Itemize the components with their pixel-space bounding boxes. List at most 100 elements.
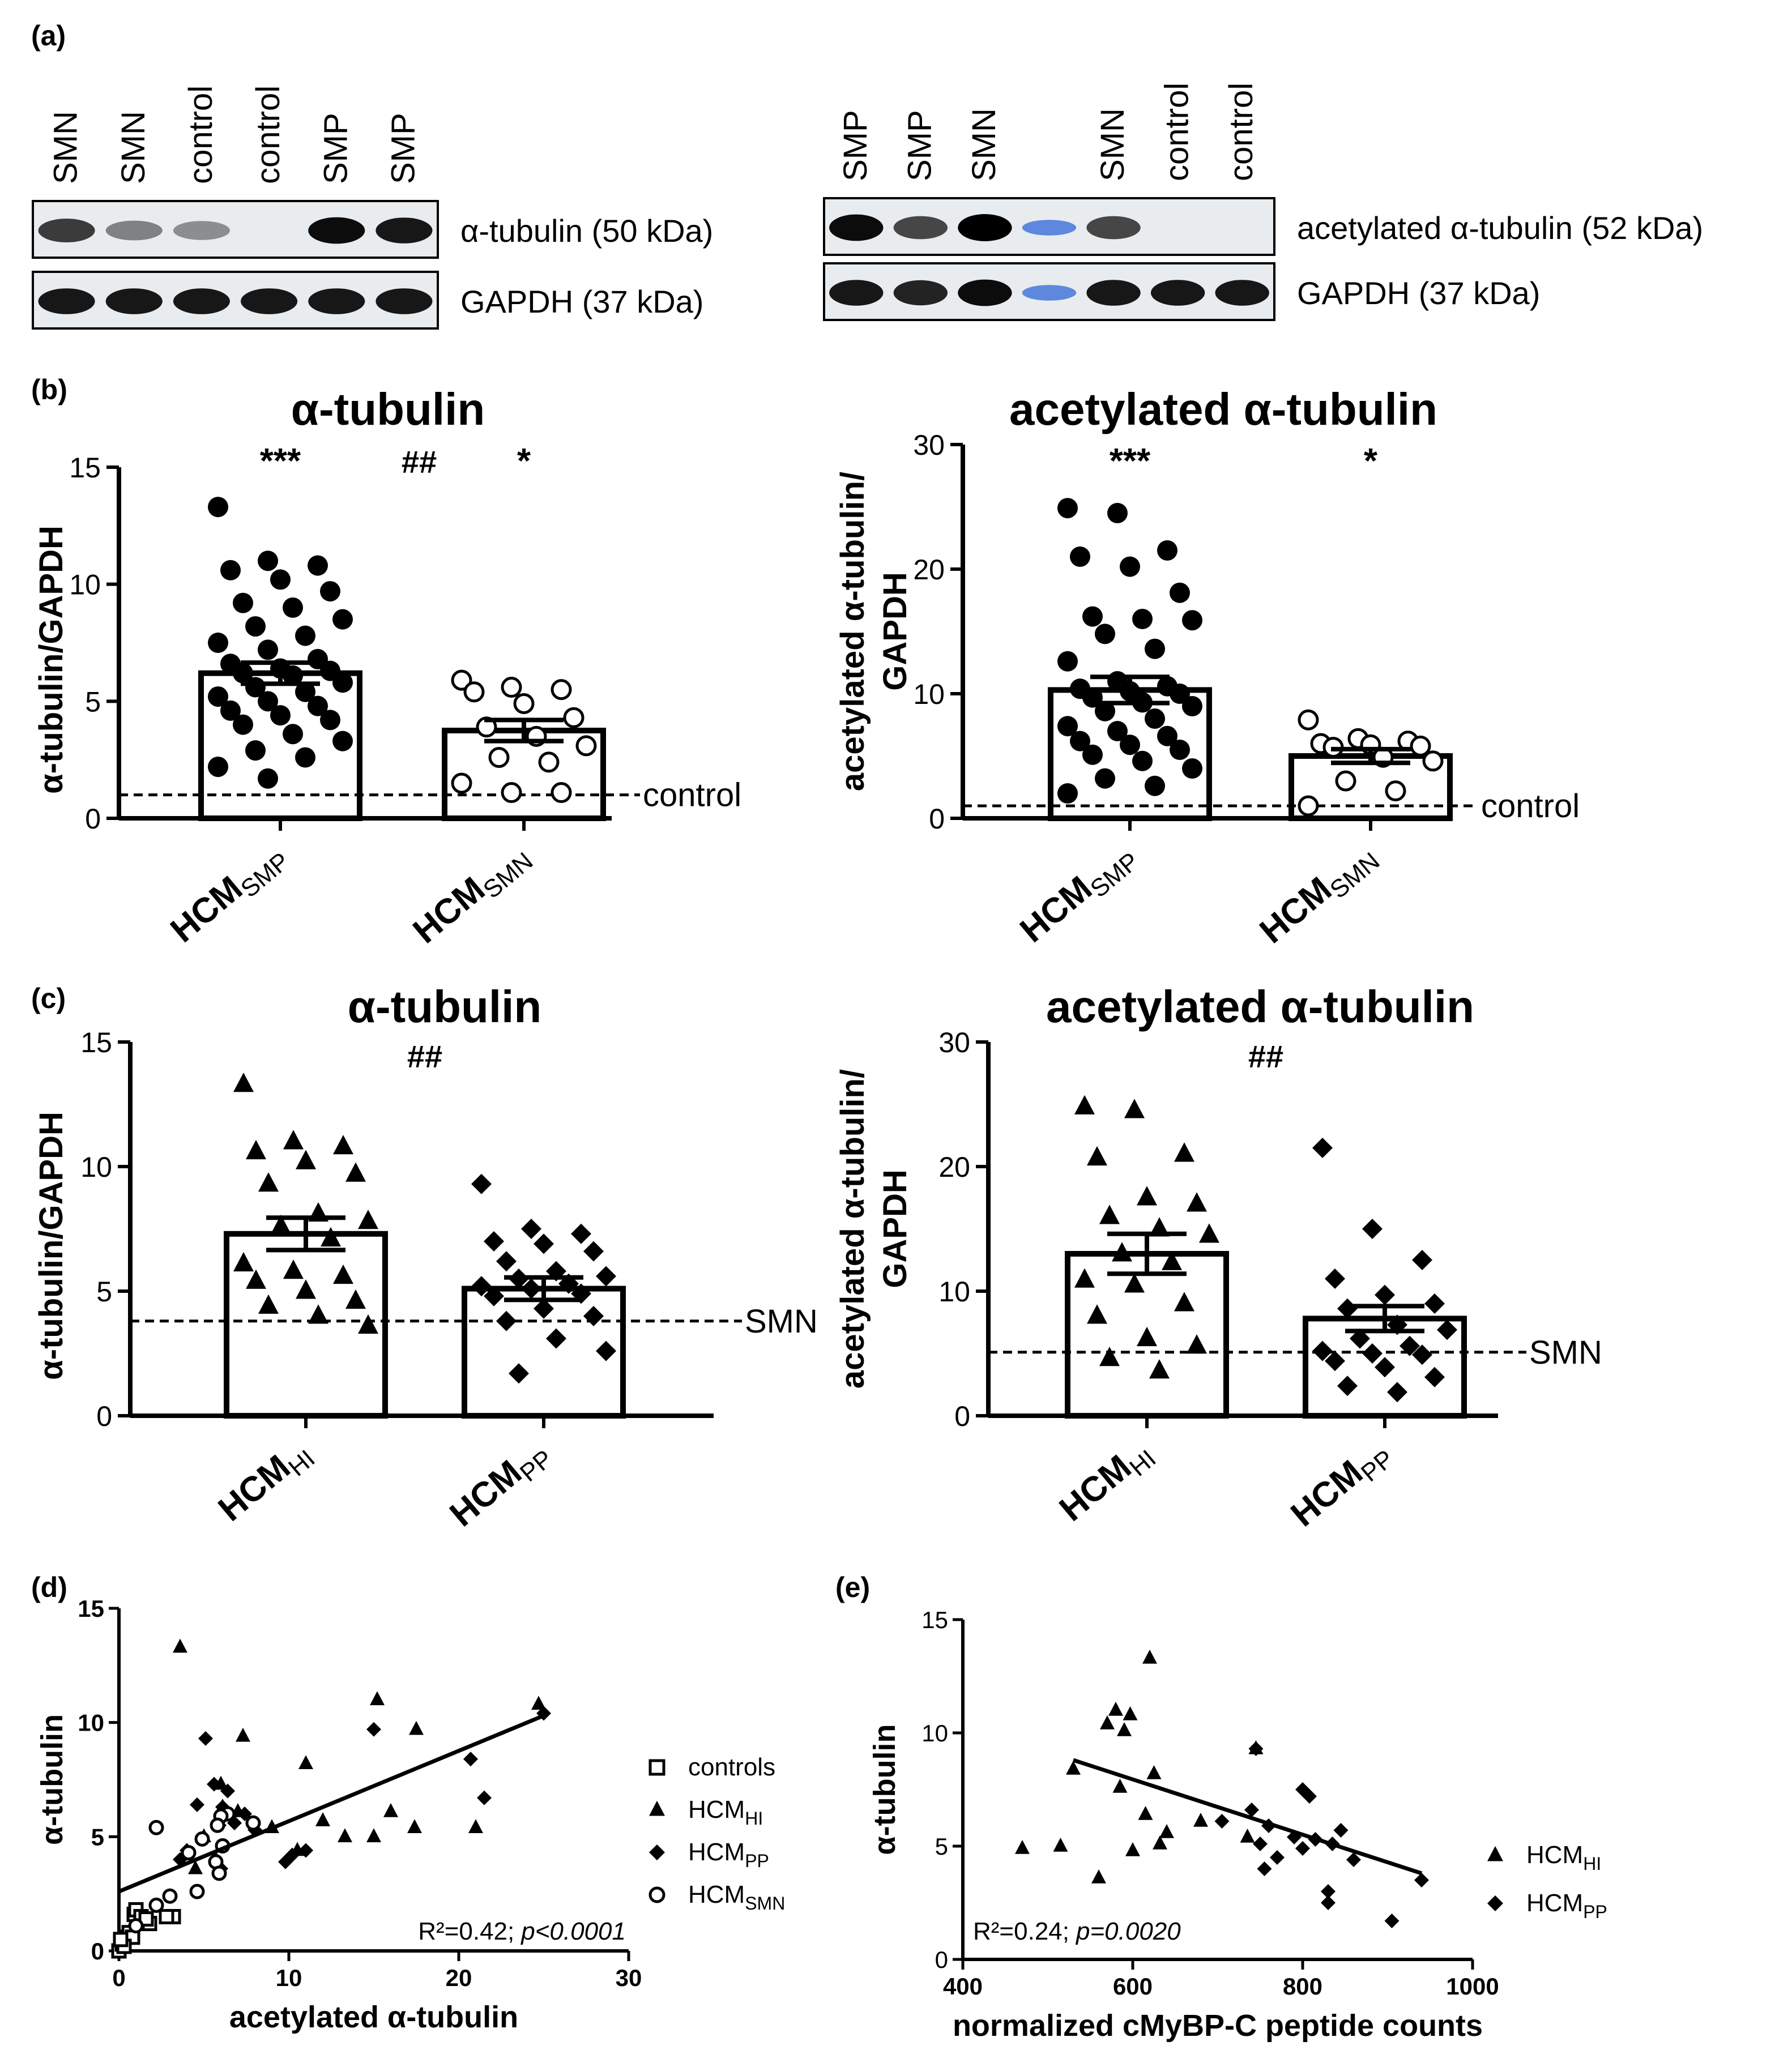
data-point xyxy=(1091,1869,1106,1884)
stats-annotation: R²=0.42; p<0.0001 xyxy=(418,1917,626,1945)
x-tick-label: 20 xyxy=(446,1964,472,1991)
lane-label: SMP xyxy=(901,110,938,181)
data-point xyxy=(1187,1192,1207,1212)
y-axis-label: α-tubulin xyxy=(868,1724,902,1855)
data-point xyxy=(1070,546,1090,567)
data-point xyxy=(1137,1186,1157,1206)
blot-band xyxy=(829,280,884,306)
data-point xyxy=(366,1828,381,1843)
data-point xyxy=(332,609,353,630)
blot-band xyxy=(829,214,884,241)
western-blot-right: SMP SMP SMN SMN control control acetylated α-t… xyxy=(823,83,1703,321)
between-significance: ## xyxy=(407,1039,442,1074)
data-point xyxy=(159,1909,174,1924)
data-point xyxy=(1125,1842,1140,1856)
chart-e-scatter: 400 600 800 1000 0 5 10 15 normalized cMyBP-C pe… xyxy=(868,1607,1607,2043)
data-point xyxy=(370,1691,385,1706)
blot-band xyxy=(38,288,95,314)
data-point xyxy=(258,550,278,571)
blot-row-label: acetylated α-tubulin (52 kDa) xyxy=(1297,210,1703,246)
data-point xyxy=(1270,1850,1285,1865)
legend-sub: SMN xyxy=(745,1893,785,1914)
data-point xyxy=(208,757,228,778)
y-tick-label: 30 xyxy=(913,429,945,461)
data-point xyxy=(1145,638,1165,659)
data-point xyxy=(1321,1895,1336,1910)
data-point xyxy=(366,1722,381,1737)
data-point xyxy=(278,1854,293,1869)
x-tick-label: 800 xyxy=(1283,1973,1322,2000)
y-tick-label: 20 xyxy=(938,1151,970,1183)
y-tick-label: 5 xyxy=(96,1276,112,1308)
data-point xyxy=(551,782,572,804)
data-point xyxy=(1174,1142,1194,1162)
data-point xyxy=(295,747,315,768)
y-tick-label: 15 xyxy=(80,1027,112,1058)
data-point xyxy=(1412,1344,1432,1365)
blot-band xyxy=(105,288,163,314)
data-point xyxy=(463,1752,478,1767)
data-point xyxy=(501,782,522,804)
data-point xyxy=(308,555,328,576)
data-point xyxy=(138,1911,154,1927)
data-point xyxy=(1107,503,1128,523)
y-axis-label: GAPDH xyxy=(877,572,914,690)
chart-c-alpha-tubulin: α-tubulin SMN 0 5 10 15 HCMHI HCMPP α-tubulin/GA… xyxy=(33,981,818,1539)
data-point xyxy=(308,695,328,716)
y-tick-label: 15 xyxy=(921,1607,948,1633)
data-point xyxy=(128,1918,144,1934)
panel-label-b: (b) xyxy=(31,374,67,405)
data-point xyxy=(509,1363,529,1384)
data-point xyxy=(1422,750,1444,772)
data-point xyxy=(1095,623,1115,644)
data-point xyxy=(207,1776,221,1792)
category-label: HCMHI xyxy=(211,1432,321,1534)
data-point xyxy=(1295,1841,1310,1856)
blot-band xyxy=(1150,280,1205,306)
chart-d-scatter: 0 10 20 30 0 5 10 15 acetylated α-tubulin α-tubul… xyxy=(35,1595,785,2034)
data-point xyxy=(1120,734,1140,755)
data-point xyxy=(1437,1319,1457,1340)
data-point xyxy=(1412,1250,1432,1270)
data-point xyxy=(1312,1340,1333,1361)
data-point xyxy=(1337,1298,1358,1319)
blot-band xyxy=(893,216,948,240)
data-point xyxy=(1074,1095,1095,1114)
data-point xyxy=(521,1219,541,1239)
category-label: HCMPP xyxy=(443,1432,558,1539)
r-squared: R²=0.42; xyxy=(418,1917,514,1945)
data-point xyxy=(283,597,303,618)
legend-name: HCM xyxy=(688,1881,745,1908)
regression-line xyxy=(118,1714,545,1894)
data-point xyxy=(1057,651,1078,672)
reference-label: SMN xyxy=(1529,1334,1602,1371)
legend-marker xyxy=(1487,1846,1503,1861)
blot-band xyxy=(958,279,1012,306)
p-value: p=0.0020 xyxy=(1075,1917,1181,1945)
x-tick-label: 400 xyxy=(943,1973,983,2000)
data-point xyxy=(1123,1706,1138,1720)
data-point xyxy=(501,677,522,698)
data-point xyxy=(1082,606,1103,627)
data-point xyxy=(407,1819,422,1833)
chart-title: acetylated α-tubulin xyxy=(1009,384,1437,434)
lane-label: control xyxy=(182,86,219,184)
data-point xyxy=(271,1214,291,1235)
data-point xyxy=(1325,1269,1345,1289)
data-point xyxy=(220,1783,235,1799)
data-point xyxy=(1082,744,1103,765)
data-point xyxy=(1107,721,1128,741)
data-point xyxy=(1182,758,1202,779)
legend-sub: PP xyxy=(745,1851,769,1871)
category-label: HCMPP xyxy=(1284,1432,1400,1539)
legend-label: HCMHI xyxy=(688,1796,763,1829)
data-point xyxy=(1132,750,1153,771)
data-point xyxy=(188,1860,203,1874)
data-point xyxy=(246,1269,266,1289)
data-point xyxy=(1387,1382,1407,1403)
data-point xyxy=(345,1289,366,1309)
data-point xyxy=(246,1139,266,1160)
stats-annotation: R²=0.24; p=0.0020 xyxy=(973,1917,1181,1945)
legend-label: HCMPP xyxy=(688,1838,769,1871)
blot-membrane xyxy=(32,271,439,330)
